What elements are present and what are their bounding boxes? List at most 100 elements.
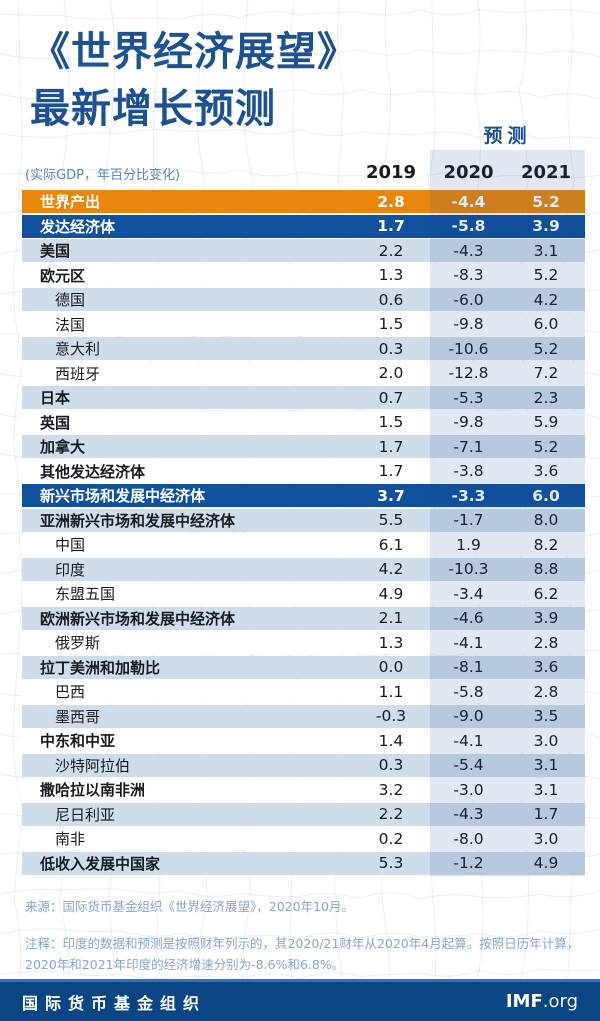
table-row: 新兴市场和发展中经济体 3.7 -3.3 6.0: [22, 484, 585, 507]
row-label: 日本: [40, 389, 71, 407]
row-label: 中东和中亚: [40, 732, 116, 750]
row-value-2019: 2.0: [378, 364, 404, 382]
row-value-2021: 1.7: [533, 805, 559, 823]
row-value-2019: 2.2: [378, 805, 404, 823]
row-label: 撒哈拉以南非洲: [40, 781, 146, 799]
row-value-2020: -5.3: [453, 388, 484, 407]
row-value-2019: 2.8: [377, 192, 405, 211]
row-value-2021: 4.2: [533, 290, 559, 309]
row-value-2020: -4.4: [451, 192, 486, 211]
row-label: 欧元区: [40, 266, 86, 285]
table-row: 尼日利亚 2.2 -4.3 1.7: [22, 802, 585, 826]
row-value-2021: 8.8: [533, 560, 559, 578]
row-label: 东盟五国: [55, 585, 116, 603]
table-row: 英国 1.5 -9.8 5.9: [22, 410, 585, 434]
row-value-2021: 2.3: [533, 388, 559, 407]
row-value-2020: -8.0: [453, 829, 484, 848]
table-row: 东盟五国 4.9 -3.4 6.2: [22, 582, 585, 605]
table-row: 南非 0.2 -8.0 3.0: [22, 827, 585, 850]
row-value-2019: 5.5: [378, 511, 404, 529]
row-label: 南非: [55, 830, 86, 848]
row-value-2021: 3.9: [532, 217, 560, 235]
note-line-2: 2020年和2021年印度的经济增速分别为-8.6%和6.8%。: [25, 957, 345, 973]
row-label: 尼日利亚: [55, 805, 116, 824]
row-value-2020: -12.8: [448, 364, 489, 382]
row-value-2019: 0.7: [378, 388, 404, 407]
table-row: 意大利 0.3 -10.6 5.2: [22, 337, 585, 360]
row-value-2019: 0.3: [378, 339, 404, 358]
table-header-row: (实际GDP，年百分比变化) 2019 2020 2021: [22, 150, 585, 190]
row-value-2020: -4.1: [453, 731, 484, 750]
imf-org-link-suffix: .org: [542, 991, 578, 1012]
row-value-2019: 4.9: [378, 584, 404, 603]
row-value-2019: 1.4: [378, 731, 404, 750]
table-row: 亚洲新兴市场和发展中经济体 5.5 -1.7 8.0: [22, 508, 585, 532]
imf-org-link-bold: IMF: [505, 991, 543, 1012]
row-label: 世界产出: [40, 193, 101, 211]
row-value-2020: -3.4: [453, 584, 484, 603]
table-row: 低收入发展中国家 5.3 -1.2 4.9: [22, 851, 585, 875]
imf-org-name: 国际货币基金组织: [22, 993, 207, 1013]
forecast-table: (实际GDP，年百分比变化) 2019 2020 2021 世界产出 2.8 -4.…: [22, 150, 585, 876]
row-value-2020: -4.1: [453, 633, 484, 652]
row-value-2021: 6.2: [533, 584, 559, 603]
column-header-2021: 2021: [520, 162, 572, 183]
row-value-2019: 1.5: [378, 315, 404, 333]
row-label: 其他发达经济体: [40, 462, 146, 481]
row-value-2020: -5.4: [453, 756, 484, 774]
row-label: 西班牙: [55, 364, 101, 383]
row-value-2021: 3.5: [533, 707, 559, 725]
row-value-2019: 1.7: [377, 217, 405, 235]
row-value-2020: -5.8: [451, 217, 486, 235]
title-line-2: 最新增长预测: [30, 85, 276, 132]
row-value-2020: -8.3: [453, 266, 484, 284]
row-value-2021: 5.9: [533, 413, 559, 431]
title-line-1: 《世界经济展望》: [30, 29, 358, 75]
row-value-2019: 1.7: [378, 437, 404, 456]
row-value-2019: 1.7: [378, 462, 404, 480]
row-value-2020: -1.7: [453, 511, 484, 529]
row-value-2021: 8.2: [533, 535, 559, 554]
row-value-2020: -6.0: [453, 290, 484, 309]
page-title: 《世界经济展望》 最新增长预测: [30, 24, 358, 138]
table-row: 墨西哥 -0.3 -9.0 3.5: [22, 704, 585, 728]
table-row: 日本 0.7 -5.3 2.3: [22, 386, 585, 409]
row-label: 亚洲新兴市场和发展中经济体: [40, 511, 236, 530]
row-label: 英国: [40, 413, 71, 432]
table-row: 拉丁美洲和加勒比 0.0 -8.1 3.6: [22, 655, 585, 679]
row-value-2020: -3.8: [453, 462, 484, 480]
source-note: 来源：国际货币基金组织《世界经济展望》，2020年10月。: [25, 899, 354, 914]
row-value-2020: -10.3: [448, 560, 489, 578]
row-label: 意大利: [55, 340, 101, 358]
row-label: 沙特阿拉伯: [55, 756, 131, 775]
footer-bar: 国际货币基金组织 IMF.org: [0, 979, 600, 1021]
row-label: 美国: [40, 242, 71, 260]
row-value-2019: 2.2: [378, 241, 404, 260]
row-value-2019: 1.3: [378, 633, 404, 652]
row-value-2019: -0.3: [375, 707, 407, 725]
row-value-2020: -4.6: [453, 609, 484, 627]
row-value-2021: 3.9: [533, 609, 559, 627]
row-value-2020: -10.6: [448, 339, 489, 358]
row-value-2021: 6.0: [532, 486, 560, 505]
row-value-2020: -4.3: [453, 241, 484, 260]
row-value-2021: 3.1: [533, 756, 559, 774]
row-value-2021: 5.2: [533, 339, 559, 358]
column-header-2020: 2020: [443, 162, 494, 183]
row-value-2021: 6.0: [533, 315, 559, 333]
table-rows: 世界产出 2.8 -4.4 5.2 发达经济体 1.7 -5.8 3.9 美国 2.2 -4.3 3.…: [22, 190, 585, 875]
table-row: 中国 6.1 1.9 8.2: [22, 533, 585, 556]
row-value-2020: -3.0: [453, 780, 484, 799]
table-row: 其他发达经济体 1.7 -3.8 3.6: [22, 459, 585, 483]
table-row: 德国 0.6 -6.0 4.2: [22, 288, 585, 311]
table-subtitle: (实际GDP，年百分比变化): [25, 168, 181, 183]
row-value-2019: 2.1: [378, 609, 404, 627]
table-row: 印度 4.2 -10.3 8.8: [22, 557, 585, 581]
table-row: 西班牙 2.0 -12.8 7.2: [22, 361, 585, 385]
row-value-2021: 2.8: [533, 633, 559, 652]
row-label: 印度: [55, 560, 86, 579]
row-value-2021: 7.2: [533, 364, 559, 382]
row-value-2020: -9.8: [453, 315, 484, 333]
row-value-2021: 5.2: [533, 437, 559, 456]
imf-org-link[interactable]: IMF.org: [506, 991, 578, 1012]
